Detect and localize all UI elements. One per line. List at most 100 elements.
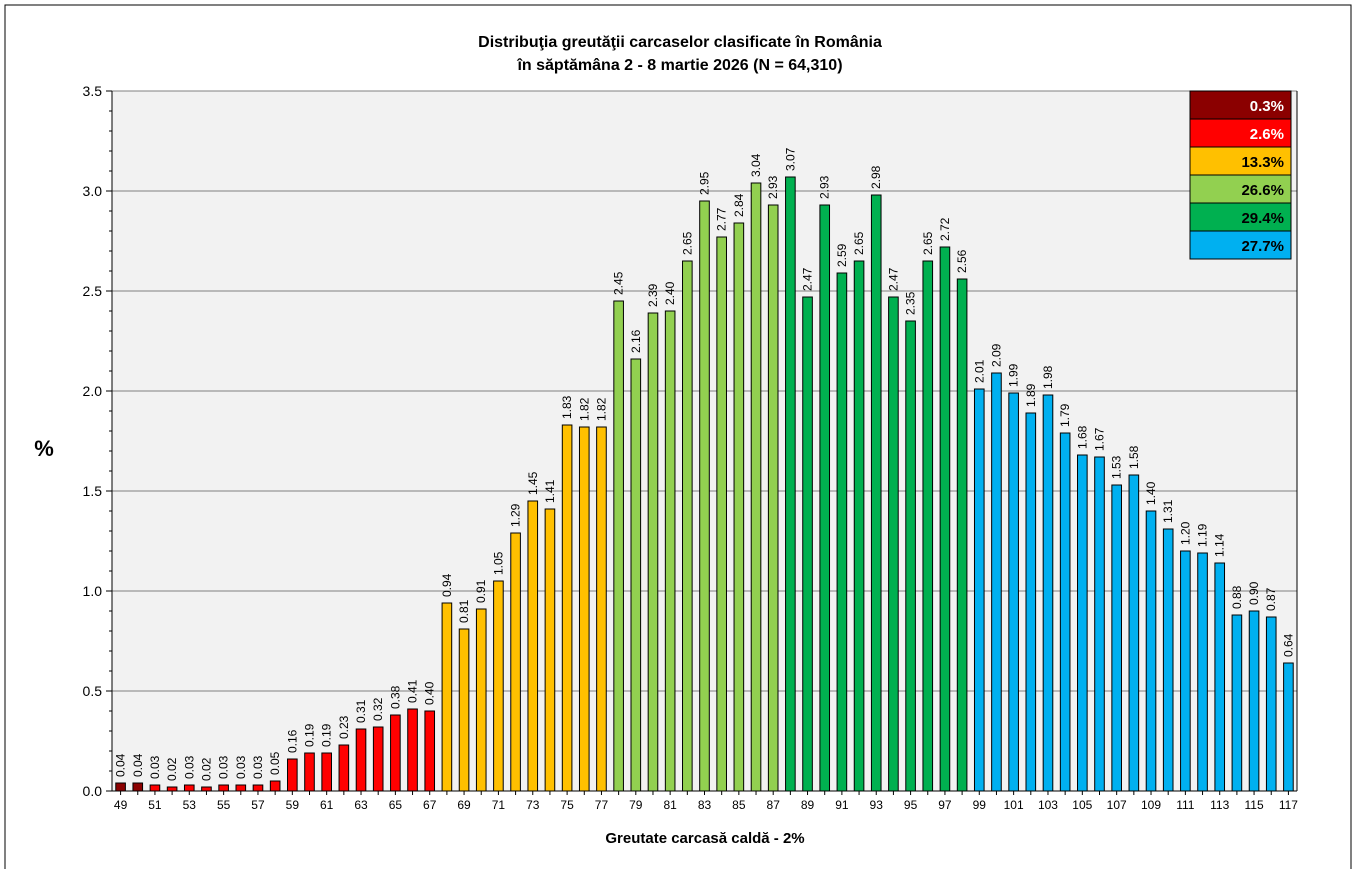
- legend-swatch: [1189, 146, 1292, 176]
- bar-value-label: 0.81: [457, 599, 471, 623]
- bar: [269, 780, 281, 792]
- axes: [106, 90, 1298, 795]
- bar: [956, 278, 968, 792]
- bar-value-label: 2.16: [629, 329, 643, 353]
- bar: [853, 260, 865, 792]
- x-tick-label: 89: [801, 798, 815, 812]
- y-tick-label: 2.0: [83, 383, 103, 399]
- bar: [201, 786, 212, 792]
- bar: [1145, 510, 1157, 792]
- bar: [149, 784, 161, 792]
- x-tick-label: 53: [183, 798, 197, 812]
- x-tick-label: 63: [354, 798, 368, 812]
- bar-value-label: 1.99: [1007, 363, 1021, 387]
- bar: [767, 204, 779, 792]
- bar: [183, 784, 195, 792]
- bar: [819, 204, 831, 792]
- x-tick-label: 99: [973, 798, 987, 812]
- bar: [287, 758, 298, 792]
- bar-value-label: 1.83: [560, 395, 574, 419]
- bar: [166, 786, 178, 792]
- bar: [1008, 392, 1019, 792]
- x-tick-label: 49: [114, 798, 128, 812]
- bars: [115, 176, 1294, 792]
- x-tick-label: 67: [423, 798, 437, 812]
- bar-value-label: 0.19: [303, 723, 317, 747]
- bar-value-label: 2.45: [612, 271, 626, 295]
- y-tick-label: 1.5: [83, 483, 103, 499]
- bar: [338, 744, 350, 792]
- legend-label: 26.6%: [1241, 182, 1284, 199]
- bar: [235, 784, 247, 792]
- bar-value-label: 1.14: [1213, 533, 1227, 557]
- x-tick-label: 115: [1244, 798, 1263, 812]
- x-tick-label: 65: [389, 798, 403, 812]
- x-tick-label: 59: [286, 798, 300, 812]
- bar-value-label: 1.68: [1075, 425, 1089, 449]
- bar: [132, 782, 144, 792]
- bar-value-label: 2.09: [989, 343, 1003, 367]
- x-tick-label: 117: [1279, 798, 1298, 812]
- x-tick-label: 111: [1176, 798, 1195, 812]
- bar: [1231, 614, 1243, 792]
- x-tick-label: 73: [526, 798, 540, 812]
- bar-value-label: 1.79: [1058, 403, 1072, 427]
- bar-value-label: 2.65: [921, 231, 935, 255]
- bar-value-label: 0.04: [114, 753, 128, 777]
- bar: [1214, 562, 1226, 792]
- bar: [1197, 552, 1208, 792]
- bar: [321, 752, 332, 792]
- bar-value-label: 0.16: [285, 729, 299, 753]
- bar: [218, 784, 229, 792]
- bar-value-label: 2.65: [852, 231, 866, 255]
- bar-value-label: 1.45: [526, 471, 540, 495]
- bar: [973, 388, 985, 792]
- bar: [1265, 616, 1277, 792]
- x-tick-label: 113: [1210, 798, 1229, 812]
- bar-value-label: 0.03: [217, 755, 231, 779]
- bar: [1111, 484, 1122, 792]
- bar-value-label: 0.88: [1230, 585, 1244, 609]
- legend-label: 27.7%: [1241, 238, 1284, 255]
- y-tick-label: 1.0: [83, 583, 103, 599]
- bar-value-label: 2.56: [955, 249, 969, 273]
- bar: [664, 310, 676, 792]
- x-tick-label: 83: [698, 798, 712, 812]
- bar: [493, 580, 504, 792]
- bar-value-label: 1.67: [1093, 427, 1107, 451]
- bar: [1248, 610, 1260, 792]
- y-tick-label: 3.5: [83, 83, 103, 99]
- legend-label: 0.3%: [1250, 98, 1284, 115]
- x-tick-label: 69: [457, 798, 471, 812]
- bar: [596, 426, 607, 792]
- x-tick-label: 55: [217, 798, 231, 812]
- legend-label: 13.3%: [1241, 154, 1284, 171]
- bar-value-label: 2.39: [646, 283, 660, 307]
- bar: [475, 608, 487, 792]
- y-axis-label: %: [34, 436, 54, 461]
- bar-value-label: 2.84: [732, 193, 746, 217]
- bar: [578, 426, 590, 792]
- bar: [252, 784, 264, 792]
- bar: [424, 710, 436, 792]
- bar-value-label: 0.02: [199, 757, 213, 781]
- chart-title: Distribuţia greutăţii carcaselor clasifi…: [478, 34, 882, 51]
- bar-value-label: 0.03: [251, 755, 265, 779]
- bar-value-label: 2.98: [869, 165, 883, 189]
- bar-value-label: 2.95: [698, 171, 712, 195]
- bar: [1094, 456, 1105, 792]
- bar-value-label: 0.02: [165, 757, 179, 781]
- bar-value-label: 0.32: [371, 697, 385, 721]
- bar-value-label: 2.59: [835, 243, 849, 267]
- bar: [115, 782, 126, 792]
- bar: [1059, 432, 1071, 792]
- x-tick-label: 109: [1141, 798, 1161, 812]
- bar-value-label: 1.53: [1110, 455, 1124, 479]
- x-tick-label: 57: [251, 798, 265, 812]
- bar: [390, 714, 401, 792]
- y-tick-label: 3.0: [83, 183, 103, 199]
- bar-value-label: 0.94: [440, 573, 454, 597]
- bar-value-label: 0.40: [423, 681, 437, 705]
